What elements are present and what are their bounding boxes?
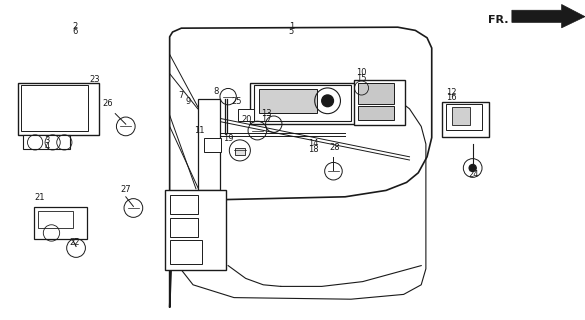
Bar (38, 211, 73, 228)
Bar (18, 83, 99, 135)
Text: 25: 25 (232, 97, 242, 106)
Text: 21: 21 (35, 193, 45, 202)
Bar (34, 207, 87, 239)
Text: 7: 7 (178, 92, 184, 100)
Bar (204, 138, 221, 152)
Text: FR.: FR. (488, 15, 509, 25)
Text: 26: 26 (102, 99, 113, 108)
Text: 8: 8 (214, 87, 219, 96)
Bar (358, 83, 394, 104)
Bar (170, 240, 202, 264)
Bar (23, 135, 70, 149)
Text: 1: 1 (289, 22, 294, 31)
Bar (170, 218, 198, 237)
Bar (165, 190, 226, 270)
Text: 18: 18 (308, 145, 318, 154)
Bar (259, 89, 317, 113)
Bar (21, 85, 88, 131)
Bar (250, 83, 355, 124)
Text: 11: 11 (194, 126, 204, 135)
Text: 12: 12 (446, 88, 457, 97)
Bar (238, 109, 254, 121)
Bar (354, 80, 405, 125)
Bar (358, 106, 394, 120)
Text: 16: 16 (446, 93, 457, 102)
Bar (198, 99, 220, 190)
Text: 17: 17 (261, 115, 272, 124)
Text: 2: 2 (73, 22, 77, 31)
Text: 20: 20 (242, 116, 252, 124)
Text: 9: 9 (186, 97, 191, 106)
Text: 19: 19 (223, 134, 233, 143)
Text: 3: 3 (44, 136, 50, 145)
Text: 24: 24 (469, 170, 479, 179)
Bar (254, 85, 351, 121)
Polygon shape (512, 4, 585, 28)
Text: 6: 6 (72, 27, 78, 36)
Bar (235, 148, 245, 155)
Bar (170, 195, 198, 214)
Text: 15: 15 (356, 74, 367, 83)
Text: 5: 5 (289, 28, 294, 36)
Circle shape (322, 95, 333, 107)
Text: 22: 22 (70, 238, 80, 247)
Text: 13: 13 (261, 109, 272, 118)
Bar (452, 107, 470, 125)
Text: 10: 10 (356, 68, 367, 77)
Bar (446, 104, 482, 130)
Circle shape (469, 164, 476, 172)
Text: 23: 23 (90, 75, 100, 84)
Text: 27: 27 (121, 185, 131, 194)
Text: 14: 14 (308, 140, 318, 148)
Text: 4: 4 (44, 142, 49, 151)
Bar (442, 102, 489, 137)
Text: 28: 28 (329, 143, 340, 152)
